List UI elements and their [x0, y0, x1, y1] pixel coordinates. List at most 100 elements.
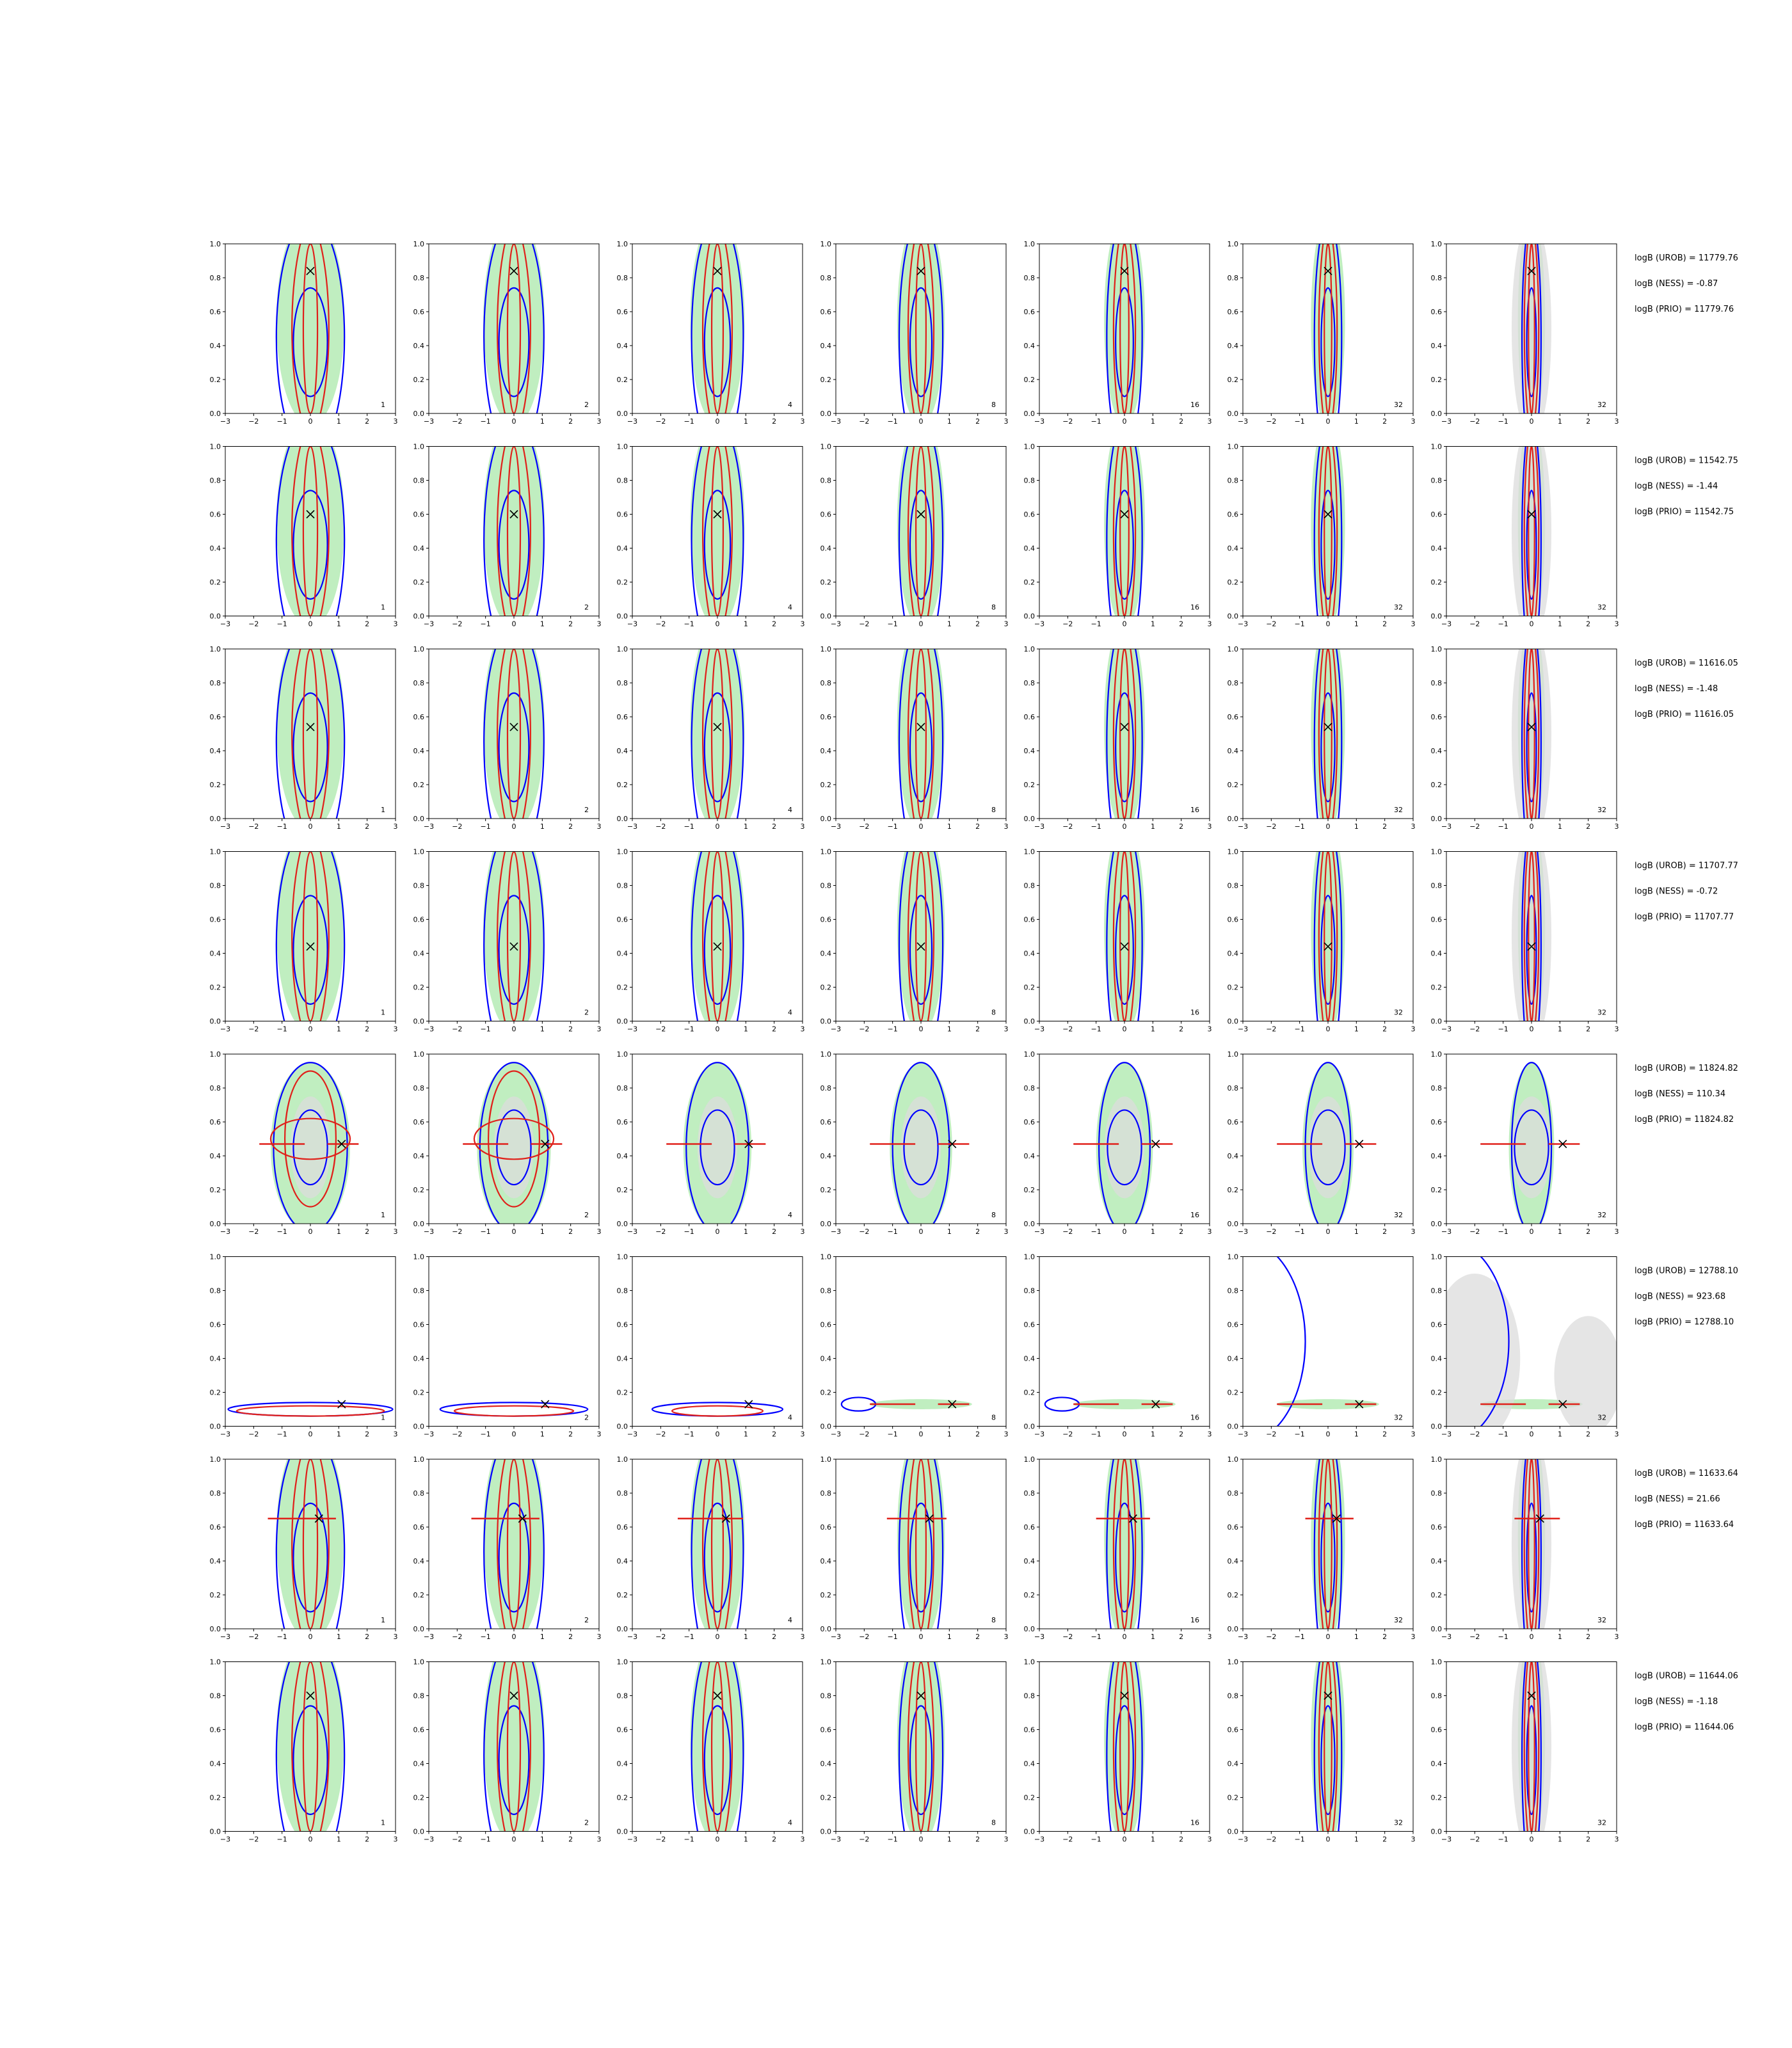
blue-contour — [691, 1459, 744, 1629]
red-contour — [1528, 649, 1535, 819]
x-tick: 2 — [1586, 1629, 1590, 1641]
svg-text:−2: −2 — [1469, 1025, 1480, 1034]
x-tick: 3 — [394, 1224, 398, 1236]
svg-text:−1: −1 — [684, 1228, 694, 1236]
x-tick: −1 — [1091, 1831, 1101, 1844]
svg-text:−3: −3 — [1034, 620, 1044, 628]
svg-text:2: 2 — [1382, 1228, 1387, 1236]
svg-text:1.0: 1.0 — [617, 1658, 628, 1667]
red-contour — [1523, 1459, 1540, 1629]
y-tick: 0.6 — [1431, 1321, 1446, 1329]
svg-text:0: 0 — [1123, 1025, 1127, 1034]
y-tick: 1.0 — [820, 848, 836, 856]
y-tick: 1.0 — [210, 848, 225, 856]
svg-text:2: 2 — [1382, 822, 1387, 831]
x-tick: −1 — [277, 413, 287, 426]
blue-contour — [1313, 1661, 1343, 1832]
svg-text:0: 0 — [308, 1430, 313, 1439]
x-tick: 3 — [1208, 819, 1212, 831]
panel-r3-c6: −3 −2 −1 0 1 2 30.00.20.40.60.81.032 — [1228, 645, 1416, 831]
x-tick: 2 — [365, 819, 369, 831]
svg-text:−1: −1 — [481, 822, 491, 831]
panel-contours — [666, 1062, 766, 1224]
x-tick: 0 — [716, 616, 720, 628]
svg-text:0.8: 0.8 — [1228, 1084, 1239, 1092]
green-density — [1104, 649, 1145, 819]
y-tick: 0.8 — [1024, 1692, 1039, 1700]
green-density — [690, 649, 745, 819]
svg-text:1.0: 1.0 — [1024, 645, 1036, 653]
x-tick: −1 — [277, 1629, 287, 1641]
svg-text:0.0: 0.0 — [1024, 612, 1036, 621]
y-tick: 0.4 — [820, 545, 836, 553]
blue-contour — [292, 1109, 328, 1186]
x-tick: 3 — [1004, 1629, 1009, 1641]
svg-text:0.8: 0.8 — [1431, 1489, 1443, 1498]
x-tick: 1 — [1354, 616, 1359, 628]
x-tick: 1 — [744, 1426, 748, 1439]
x-tick: −2 — [655, 1224, 666, 1236]
svg-text:−1: −1 — [1091, 822, 1101, 831]
x-tick: −1 — [888, 413, 898, 426]
svg-text:0.4: 0.4 — [210, 342, 221, 350]
true-value-marker — [916, 1691, 925, 1700]
svg-text:−2: −2 — [1062, 1633, 1073, 1641]
panel-number-label: 8 — [991, 1009, 996, 1017]
svg-text:1.0: 1.0 — [820, 1455, 832, 1464]
x-tick: −1 — [888, 1426, 898, 1439]
y-tick: 0.6 — [820, 1523, 836, 1532]
svg-text:−2: −2 — [248, 1836, 259, 1844]
red-contour — [291, 1459, 330, 1629]
x-tick: 1 — [1558, 1831, 1562, 1844]
y-tick: 0.4 — [210, 747, 225, 755]
blue-contour — [1510, 1062, 1553, 1224]
red-contour — [506, 851, 522, 1021]
panel-number-label: 32 — [1394, 604, 1403, 612]
y-tick: 0.6 — [210, 1523, 225, 1532]
x-tick: 0 — [716, 413, 720, 426]
x-tick: −1 — [277, 1426, 287, 1439]
svg-text:0.8: 0.8 — [210, 679, 221, 687]
x-tick: 1 — [540, 1426, 545, 1439]
y-tick: 0.8 — [210, 1084, 225, 1092]
svg-text:1: 1 — [337, 1633, 341, 1641]
svg-text:1.0: 1.0 — [210, 645, 221, 653]
y-tick: 0.8 — [1228, 1287, 1243, 1295]
y-tick: 0.4 — [1431, 950, 1446, 958]
svg-text:−2: −2 — [452, 822, 462, 831]
green-density — [483, 446, 545, 616]
grey-density — [1511, 1661, 1552, 1832]
x-tick: −3 — [1238, 1021, 1248, 1034]
x-tick: −1 — [1295, 1021, 1305, 1034]
svg-text:−1: −1 — [481, 620, 491, 628]
panel-r6-c4: −3 −2 −1 0 1 2 30.00.20.40.60.81.08 — [820, 1253, 1009, 1439]
svg-text:−3: −3 — [831, 417, 841, 426]
svg-text:0.6: 0.6 — [617, 713, 628, 721]
svg-text:1: 1 — [744, 620, 748, 628]
svg-text:0.8: 0.8 — [617, 1692, 628, 1700]
x-tick: −2 — [655, 1831, 666, 1844]
svg-text:0.2: 0.2 — [1024, 1794, 1036, 1802]
svg-text:0.4: 0.4 — [1228, 1152, 1239, 1160]
svg-text:0.6: 0.6 — [1228, 713, 1239, 721]
x-tick: −1 — [1295, 1426, 1305, 1439]
x-tick: 3 — [1411, 413, 1416, 426]
y-tick: 0.6 — [1024, 511, 1039, 519]
blue-contour — [898, 1661, 944, 1832]
svg-text:1.0: 1.0 — [1431, 848, 1443, 856]
svg-text:0.6: 0.6 — [1228, 511, 1239, 519]
x-tick: −3 — [1034, 616, 1044, 628]
y-tick: 0.8 — [413, 679, 429, 687]
svg-text:0.2: 0.2 — [617, 1591, 628, 1599]
red-contour — [915, 244, 927, 413]
panel-number-label: 32 — [1597, 1616, 1606, 1624]
panel-contours — [275, 851, 346, 1021]
x-tick: 2 — [1179, 1629, 1183, 1641]
svg-text:0.4: 0.4 — [820, 545, 832, 553]
svg-text:0: 0 — [919, 417, 924, 426]
true-value-marker — [744, 1400, 753, 1409]
x-tick: 2 — [1179, 1224, 1183, 1236]
x-tick: 0 — [1530, 616, 1534, 628]
y-tick: 1.0 — [617, 443, 632, 451]
x-tick: −2 — [1266, 616, 1276, 628]
